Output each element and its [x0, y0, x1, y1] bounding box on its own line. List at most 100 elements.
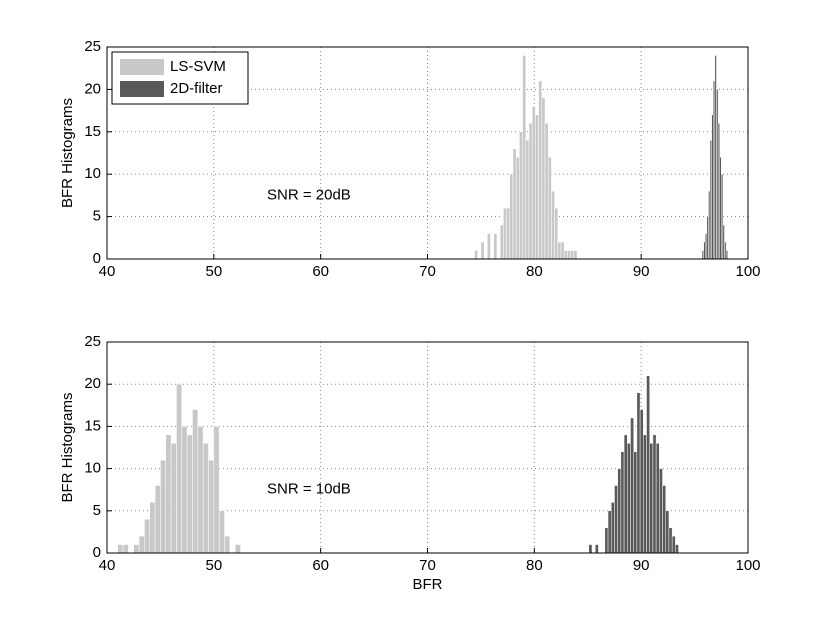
y-tick-label: 0 — [93, 250, 101, 267]
bar — [474, 250, 478, 260]
bar — [531, 106, 536, 260]
x-tick-label: 70 — [419, 263, 436, 280]
bar — [499, 224, 504, 260]
y-tick-label: 25 — [84, 333, 101, 350]
bar — [604, 527, 609, 554]
bar — [202, 443, 209, 554]
bar — [547, 156, 552, 260]
x-tick-label: 50 — [205, 557, 222, 574]
bar — [138, 535, 145, 554]
bar — [493, 233, 498, 260]
x-tick-label: 60 — [312, 263, 329, 280]
y-tick-label: 15 — [84, 417, 101, 434]
axes-frame — [106, 341, 749, 554]
bar — [570, 250, 575, 260]
bar — [627, 443, 631, 554]
bar — [149, 502, 156, 554]
bar — [649, 443, 654, 554]
bar — [192, 409, 199, 554]
x-tick-label: 100 — [735, 557, 760, 574]
bar — [588, 544, 593, 554]
bar — [541, 97, 546, 260]
x-tick-label: 90 — [633, 557, 650, 574]
y-tick-label: 25 — [84, 38, 101, 55]
legend-swatch — [120, 59, 164, 75]
bar — [154, 485, 161, 554]
bar — [213, 426, 220, 554]
bar — [522, 55, 527, 260]
y-tick-label: 10 — [84, 165, 101, 182]
legend-swatch — [120, 81, 164, 97]
bar — [117, 544, 124, 554]
bar — [144, 518, 150, 554]
bar — [639, 409, 644, 554]
bar — [623, 434, 628, 554]
bar — [611, 502, 615, 554]
bar — [675, 544, 679, 554]
bar — [208, 459, 215, 554]
bar — [560, 241, 565, 260]
bar — [567, 250, 571, 260]
x-tick-label: 50 — [205, 263, 222, 280]
bar — [525, 140, 530, 260]
y-axis-label: BFR Histograms — [59, 392, 76, 502]
bar — [643, 434, 647, 554]
bar — [122, 544, 129, 554]
annotation: SNR = 10dB — [267, 481, 351, 498]
bar — [480, 241, 485, 260]
bar — [655, 443, 660, 554]
bar — [519, 131, 523, 260]
bar — [160, 459, 167, 554]
bar — [544, 123, 549, 260]
bar — [617, 468, 622, 554]
x-tick-label: 60 — [312, 557, 329, 574]
bar — [652, 434, 657, 554]
bar — [630, 417, 634, 554]
x-tick-label: 70 — [419, 557, 436, 574]
bar — [218, 510, 225, 554]
bar — [509, 173, 514, 260]
bar — [170, 443, 177, 554]
bar — [607, 510, 612, 554]
x-tick-label: 100 — [735, 263, 760, 280]
legend-label: 2D-filter — [170, 80, 223, 97]
bar — [725, 250, 728, 260]
bar — [512, 148, 517, 260]
y-tick-label: 20 — [84, 80, 101, 97]
bar — [554, 207, 559, 260]
bar — [646, 375, 650, 554]
bar — [515, 156, 520, 260]
y-tick-label: 15 — [84, 123, 101, 140]
bar — [614, 485, 618, 554]
x-axis-label: BFR — [413, 576, 443, 593]
bar — [506, 207, 511, 260]
bar — [662, 485, 666, 554]
bar — [133, 544, 140, 554]
bar — [636, 392, 641, 554]
legend-label: LS-SVM — [170, 58, 226, 75]
bar — [186, 434, 193, 554]
bar — [557, 241, 562, 260]
bar — [538, 80, 543, 260]
y-tick-label: 5 — [93, 208, 101, 225]
x-tick-label: 40 — [99, 557, 116, 574]
x-tick-label: 90 — [633, 263, 650, 280]
bar — [181, 426, 188, 554]
bar — [503, 207, 507, 260]
bar — [224, 535, 231, 554]
bar — [659, 468, 663, 554]
bar — [528, 123, 533, 260]
bar — [165, 434, 172, 554]
bar — [197, 426, 204, 554]
y-tick-label: 5 — [93, 502, 101, 519]
y-tick-label: 20 — [84, 375, 101, 392]
bar — [620, 451, 625, 554]
bar — [594, 544, 599, 554]
bar — [573, 250, 578, 260]
bar — [665, 510, 670, 554]
bar — [234, 544, 241, 554]
bar — [535, 114, 539, 260]
x-tick-label: 80 — [526, 557, 543, 574]
annotation: SNR = 20dB — [267, 186, 351, 203]
